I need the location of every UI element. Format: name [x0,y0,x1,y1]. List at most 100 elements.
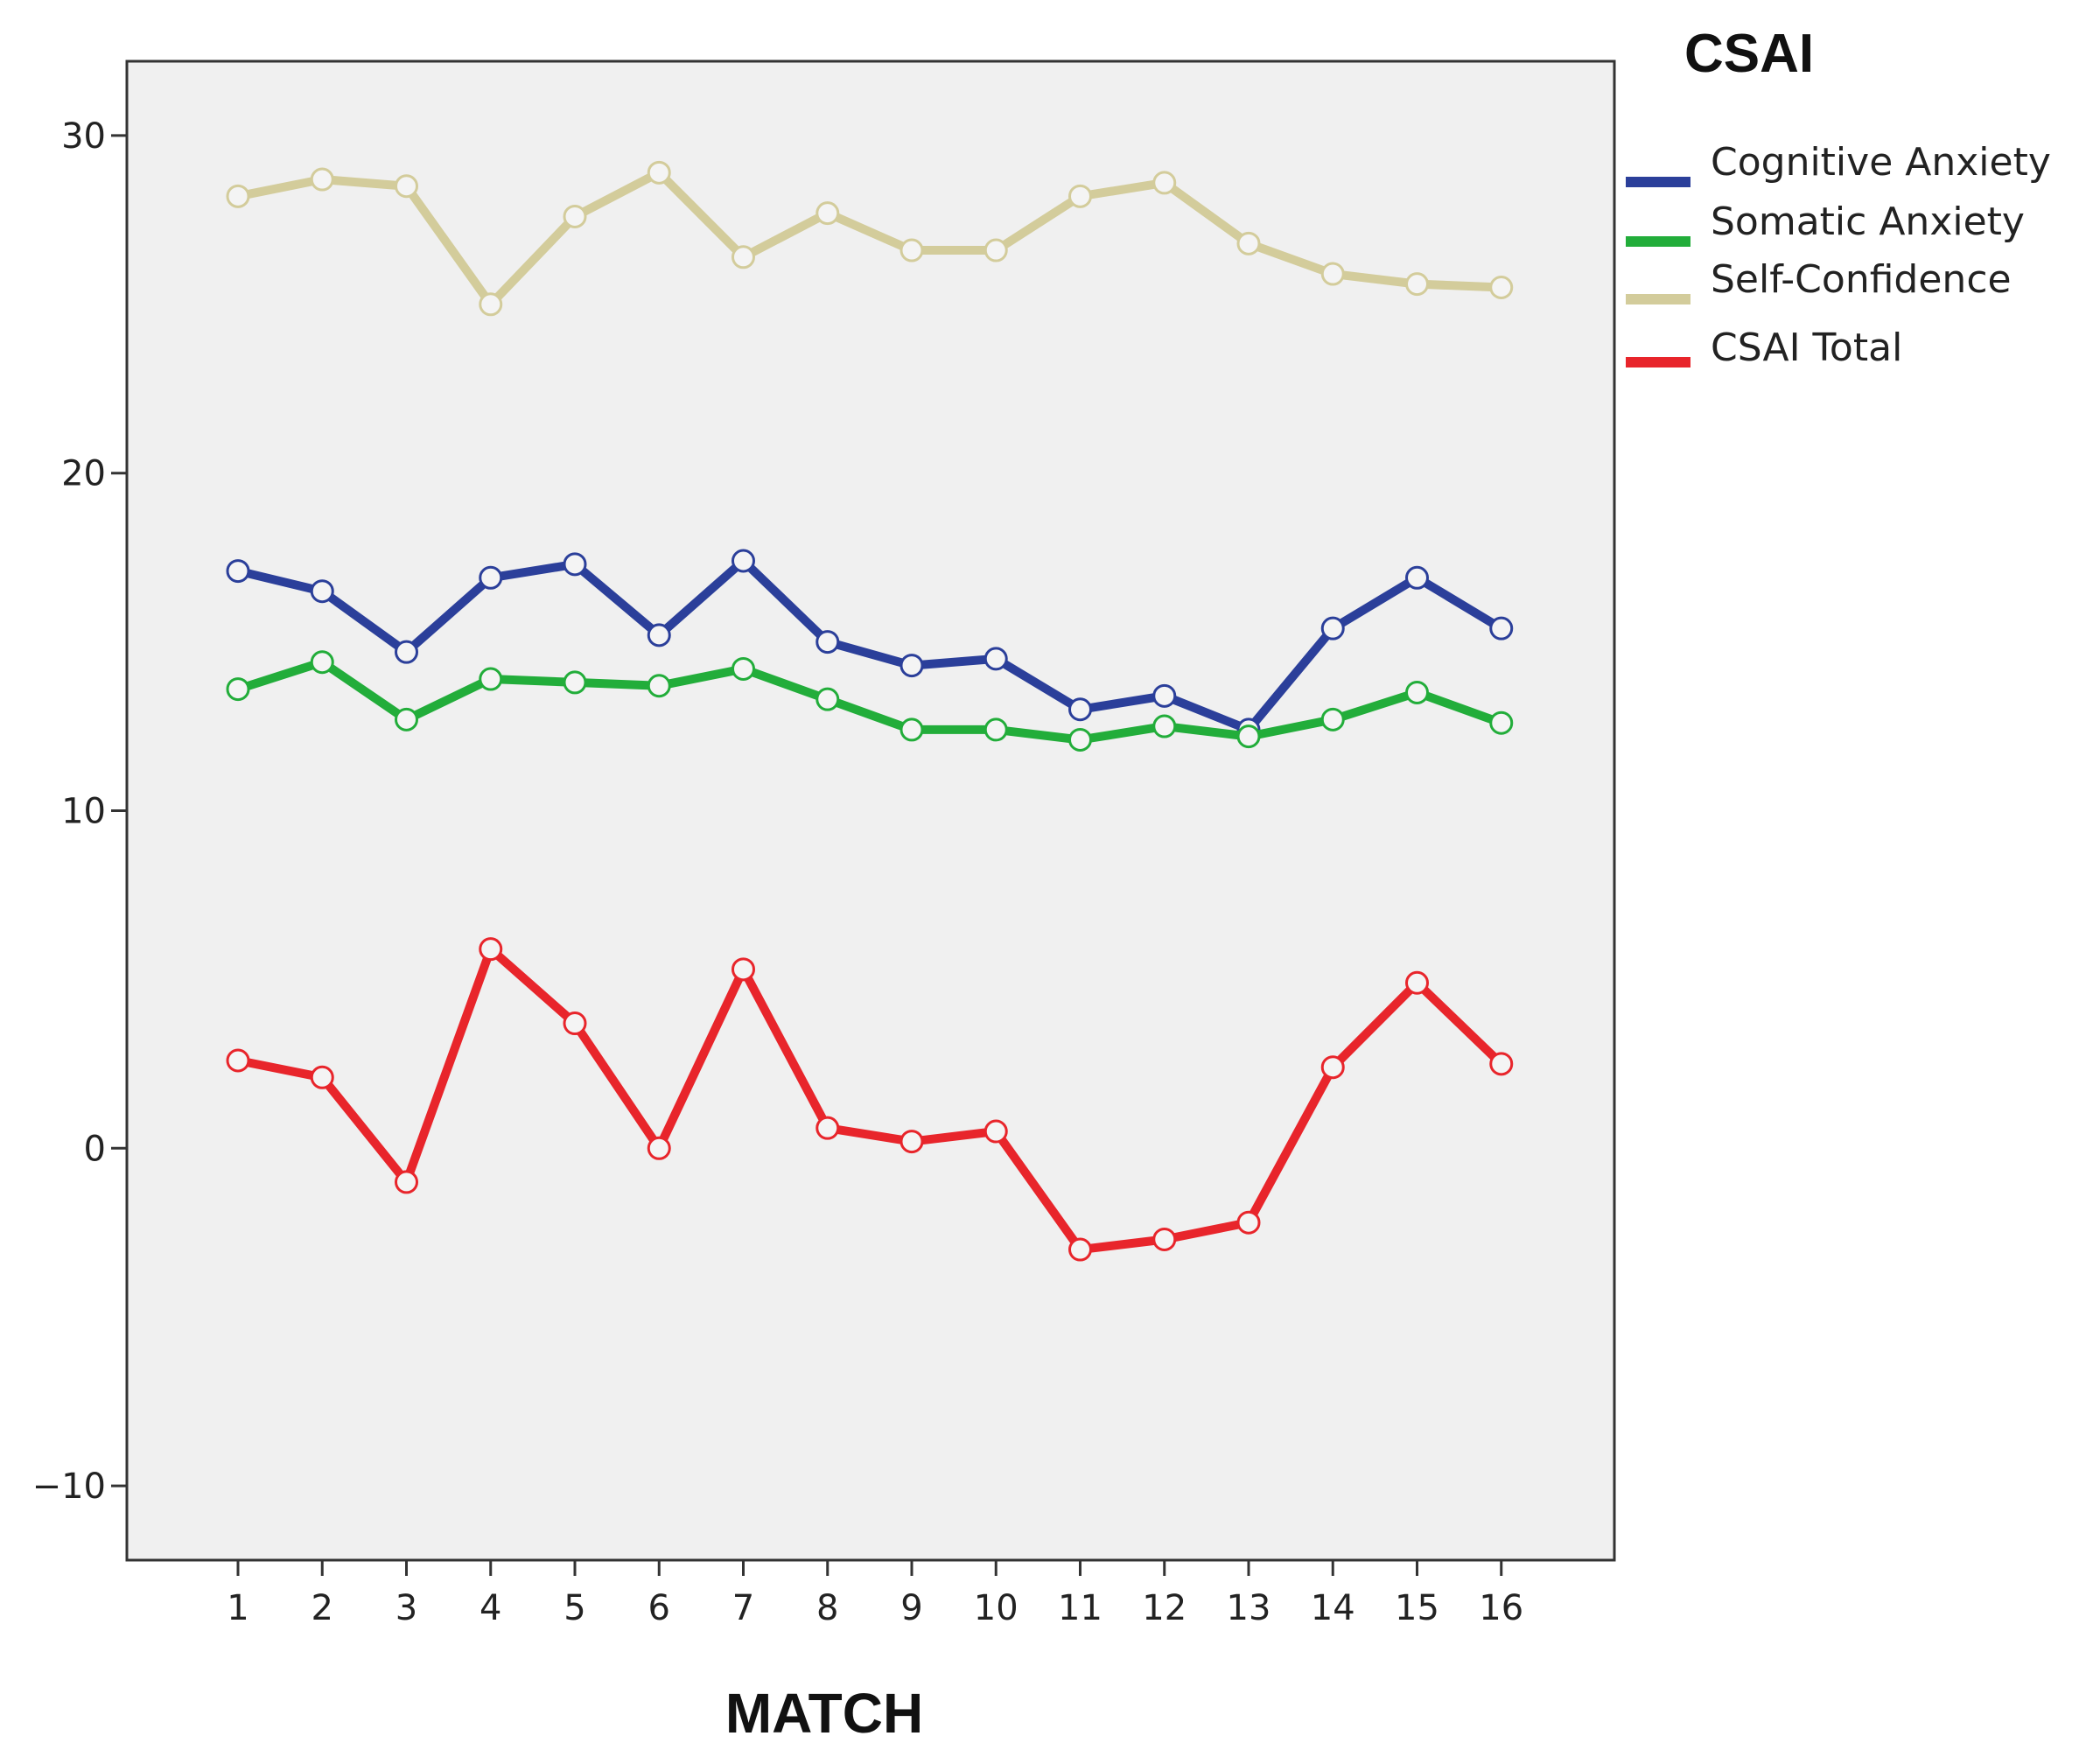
data-point-cognitive-anxiety [732,549,755,573]
series-line-self-confidence [234,168,1506,309]
data-point-cognitive-anxiety [479,565,503,590]
data-point-self-confidence [1068,184,1092,208]
x-tick-label: 15 [1395,1588,1439,1628]
data-point-cognitive-anxiety [395,640,418,664]
data-point-self-confidence [395,174,418,199]
data-point-somatic-anxiety [563,670,587,695]
series-csai-total [226,937,1514,1262]
data-point-cognitive-anxiety [226,559,250,584]
x-tick-label: 11 [1058,1588,1102,1628]
data-point-csai-total [479,937,503,962]
data-point-somatic-anxiety [647,674,671,698]
data-point-somatic-anxiety [226,677,250,702]
data-point-cognitive-anxiety [1320,616,1345,640]
data-point-csai-total [647,1136,671,1160]
legend-item-somatic-anxiety: Somatic Anxiety [1626,200,2025,247]
x-axis-label: MATCH [725,1682,923,1745]
legend-item-self-confidence: Self-Confidence [1626,257,2012,304]
data-point-somatic-anxiety [395,707,418,732]
legend-label-csai-total: CSAI Total [1711,326,1902,370]
data-point-self-confidence [1320,262,1345,286]
data-point-csai-total [1068,1237,1092,1262]
y-tick-label: 30 [61,116,106,157]
data-point-cognitive-anxiety [984,647,1008,671]
series-layer [226,160,1514,1262]
data-point-csai-total [816,1116,840,1140]
data-point-somatic-anxiety [479,667,503,691]
series-line-somatic-anxiety [234,657,1506,745]
series-line-cognitive-anxiety [234,556,1506,734]
data-point-csai-total [563,1012,587,1036]
data-point-self-confidence [1489,275,1514,299]
data-point-csai-total [1236,1210,1261,1235]
x-tick-label: 3 [396,1588,417,1628]
data-point-self-confidence [900,238,924,262]
x-tick-label: 6 [648,1588,670,1628]
data-point-somatic-anxiety [1068,727,1092,752]
data-point-somatic-anxiety [1152,714,1177,738]
data-point-cognitive-anxiety [900,654,924,678]
data-point-somatic-anxiety [732,656,755,681]
series-line-csai-total [234,944,1506,1255]
data-point-cognitive-anxiety [310,579,334,604]
x-axis: 1 2 3 4 5 6 7 8 9 10 11 12 13 14 15 16 [227,1560,1523,1628]
data-point-somatic-anxiety [1236,724,1261,749]
data-point-csai-total [310,1065,334,1089]
data-point-self-confidence [479,292,503,317]
data-point-somatic-anxiety [1489,710,1514,735]
data-point-csai-total [226,1048,250,1073]
x-tick-label: 16 [1479,1588,1523,1628]
x-tick-label: 10 [974,1588,1018,1628]
data-point-somatic-anxiety [1405,680,1429,704]
data-point-cognitive-anxiety [816,630,840,654]
legend-item-csai-total: CSAI Total [1626,326,1902,370]
series-cognitive-anxiety [226,549,1514,742]
data-point-self-confidence [226,184,250,208]
data-point-self-confidence [984,238,1008,262]
series-somatic-anxiety [226,650,1514,752]
data-point-csai-total [1489,1052,1514,1076]
x-tick-label: 4 [480,1588,501,1628]
y-tick-label: 0 [84,1129,106,1169]
data-point-csai-total [732,957,755,982]
data-point-csai-total [1405,970,1429,995]
x-tick-label: 8 [816,1588,838,1628]
legend-label-self-confidence: Self-Confidence [1711,257,2012,302]
legend-label-somatic-anxiety: Somatic Anxiety [1711,200,2025,244]
x-tick-label: 14 [1311,1588,1355,1628]
data-point-cognitive-anxiety [647,623,671,648]
data-point-csai-total [395,1170,418,1194]
legend-label-cognitive-anxiety: Cognitive Anxiety [1711,140,2051,185]
data-point-somatic-anxiety [984,718,1008,742]
y-tick-label: 10 [61,792,106,832]
x-tick-label: 5 [564,1588,585,1628]
data-point-self-confidence [1405,272,1429,297]
data-point-self-confidence [647,160,671,185]
data-point-cognitive-anxiety [1489,616,1514,640]
y-axis: −10 0 10 20 30 [32,116,127,1507]
plot-area [125,60,1616,1562]
data-point-self-confidence [1152,171,1177,195]
data-point-self-confidence [563,204,587,228]
data-point-cognitive-anxiety [563,552,587,577]
data-point-cognitive-anxiety [1068,697,1092,722]
data-point-somatic-anxiety [310,650,334,675]
data-point-csai-total [984,1119,1008,1144]
data-point-somatic-anxiety [816,687,840,711]
legend: Cognitive Anxiety Somatic Anxiety Self-Con… [1626,140,2051,370]
x-tick-label: 2 [312,1588,333,1628]
x-tick-label: 7 [732,1588,754,1628]
data-point-somatic-anxiety [900,718,924,742]
data-point-self-confidence [1236,231,1261,256]
data-point-cognitive-anxiety [1152,683,1177,708]
x-tick-label: 12 [1142,1588,1186,1628]
chart-title: CSAI [1684,24,1814,84]
data-point-self-confidence [310,167,334,192]
data-point-csai-total [1152,1227,1177,1251]
series-self-confidence [226,160,1514,317]
y-tick-label: −10 [32,1466,106,1507]
x-tick-label: 9 [900,1588,922,1628]
legend-item-cognitive-anxiety: Cognitive Anxiety [1626,140,2051,187]
x-tick-label: 1 [227,1588,248,1628]
